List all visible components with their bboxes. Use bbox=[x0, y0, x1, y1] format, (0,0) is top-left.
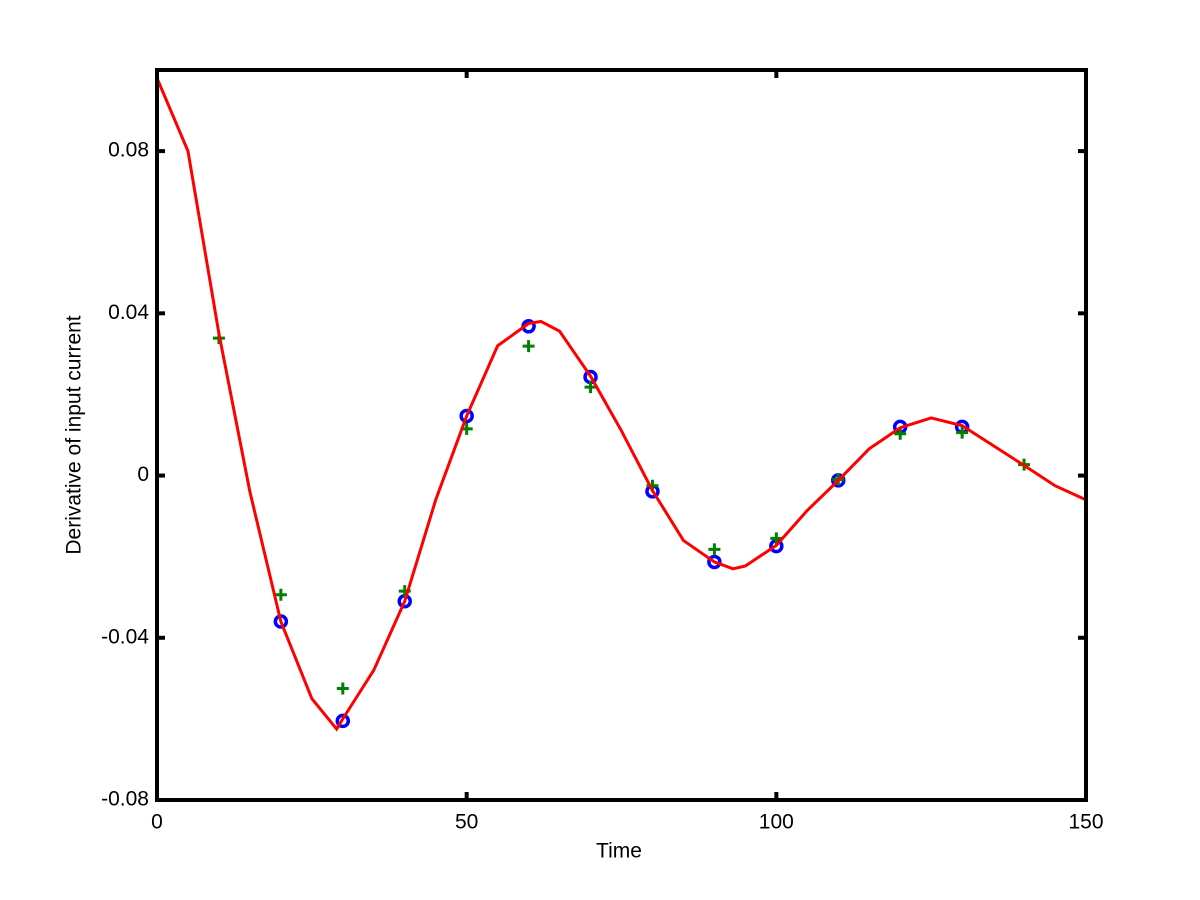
plus-marker bbox=[708, 543, 721, 556]
plus-marker bbox=[336, 682, 349, 695]
plus-marker bbox=[770, 532, 783, 545]
plus-marker bbox=[274, 588, 287, 601]
circle-marker bbox=[459, 408, 474, 424]
plus-marker bbox=[584, 381, 597, 394]
plus-marker bbox=[956, 426, 969, 439]
x-tick-label: 100 bbox=[759, 811, 794, 834]
x-tick-label: 50 bbox=[455, 811, 478, 834]
y-tick-label: 0.08 bbox=[108, 139, 149, 162]
circle-marker bbox=[335, 713, 351, 729]
plot-frame bbox=[155, 68, 1088, 802]
y-tick-label: 0 bbox=[137, 463, 149, 486]
y-tick-label: -0.08 bbox=[101, 788, 149, 811]
plus-marker bbox=[522, 340, 535, 353]
x-tick-label: 150 bbox=[1068, 811, 1103, 834]
y-tick-label: -0.04 bbox=[101, 625, 149, 648]
x-axis-label: Time bbox=[596, 840, 642, 863]
y-tick-label: 0.04 bbox=[108, 301, 149, 324]
plus-marker bbox=[894, 427, 907, 440]
circle-marker bbox=[707, 554, 722, 570]
y-axis-label: Derivative of input current bbox=[63, 315, 86, 554]
x-tick-label: 0 bbox=[151, 811, 163, 834]
line bbox=[155, 77, 1087, 732]
